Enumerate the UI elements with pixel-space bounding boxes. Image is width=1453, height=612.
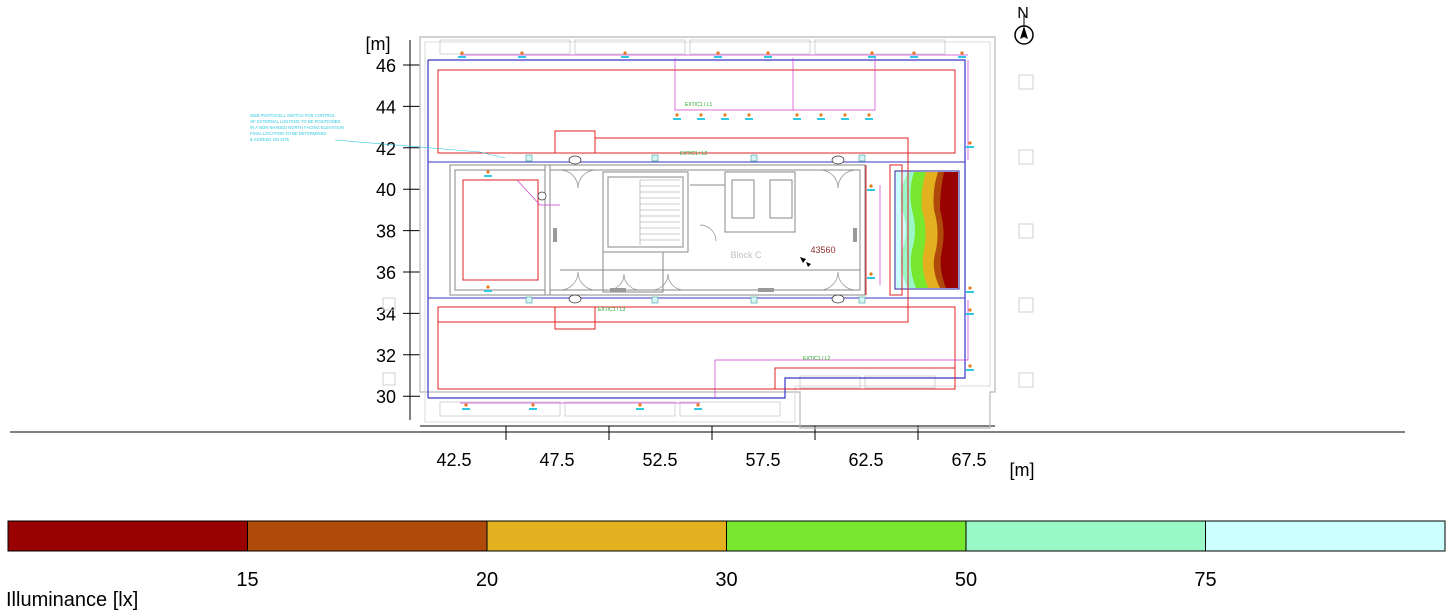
legend-title: Illuminance [lx] xyxy=(6,589,138,611)
y-tick-label: 42 xyxy=(376,139,396,159)
x-tick-label: 52.5 xyxy=(642,450,677,470)
luminaire-mark xyxy=(673,113,681,120)
wall-fitting-mark xyxy=(750,154,758,162)
y-tick-label: 32 xyxy=(376,346,396,366)
legend-break-label: 15 xyxy=(236,569,258,591)
luminaire-mark xyxy=(484,285,492,292)
y-axis: [m] 46 44 42 40 38 36 34 32 30 xyxy=(366,34,420,420)
legend-break-labels: 15 20 30 50 75 xyxy=(236,569,1216,591)
legend-break-label: 50 xyxy=(955,569,977,591)
legend-swatch xyxy=(486,520,727,552)
luminaire-mark xyxy=(966,308,974,315)
luminaire-mark xyxy=(764,51,772,58)
circuit-label: EXT/C1 / L2 xyxy=(803,356,830,362)
luminaire-mark xyxy=(958,51,966,58)
legend-swatch xyxy=(247,520,488,552)
svg-text:& AGREED ON SITE: & AGREED ON SITE xyxy=(250,137,290,142)
wall-fitting-mark xyxy=(750,296,758,304)
legend-swatch xyxy=(965,520,1206,552)
circuit-label: EXT/C1 / L2 xyxy=(680,151,707,157)
luminaire-mark xyxy=(694,403,702,410)
luminaire-mark xyxy=(966,141,974,148)
luminaire-mark xyxy=(867,184,875,191)
luminaire-marks xyxy=(458,51,974,410)
circuit-label: EXT/C1 / L1 xyxy=(685,102,712,108)
x-axis: 42.5 47.5 52.5 57.5 62.5 67.5 [m] xyxy=(10,425,1405,480)
y-axis-unit: [m] xyxy=(366,34,391,54)
svg-text:IN A NON-SHADED NORTH FACING E: IN A NON-SHADED NORTH FACING ELEVATION xyxy=(250,125,344,130)
illuminance-contour xyxy=(894,170,960,290)
luminaire-mark xyxy=(518,51,526,58)
legend-swatch xyxy=(1205,520,1446,552)
luminaire-mark xyxy=(867,272,875,279)
y-tick-label: 44 xyxy=(376,97,396,117)
legend-break-label: 30 xyxy=(715,569,737,591)
luminaire-mark xyxy=(745,113,753,120)
luminaire-mark xyxy=(817,113,825,120)
luminaire-mark xyxy=(966,286,974,293)
x-tick-label: 57.5 xyxy=(745,450,780,470)
circuit-label: EXT/C1 / L3 xyxy=(598,307,625,313)
illuminance-legend: 15 20 30 50 75 Illuminance [lx] xyxy=(6,520,1446,611)
x-tick-label: 42.5 xyxy=(436,450,471,470)
luminaire-mark xyxy=(966,364,974,371)
luminaire-mark xyxy=(636,403,644,410)
wall-fitting-mark xyxy=(858,296,866,304)
site-marker-icon xyxy=(800,257,811,267)
luminaire-mark xyxy=(865,113,873,120)
y-tick-label: 36 xyxy=(376,263,396,283)
luminaire-mark xyxy=(910,51,918,58)
x-ticks: 42.5 47.5 52.5 57.5 62.5 67.5 xyxy=(436,426,987,470)
luminaire-mark xyxy=(868,51,876,58)
luminaire-mark xyxy=(458,51,466,58)
luminaire-mark xyxy=(793,113,801,120)
compass-label: N xyxy=(1017,5,1029,22)
y-ticks: 46 44 42 40 38 36 34 32 30 xyxy=(376,56,420,407)
luminaire-mark xyxy=(621,51,629,58)
y-tick-label: 40 xyxy=(376,180,396,200)
x-axis-unit: [m] xyxy=(1010,460,1035,480)
wall-fitting-mark xyxy=(651,154,659,162)
wall-fitting-mark xyxy=(651,296,659,304)
luminaire-mark xyxy=(484,170,492,177)
luminaire-mark xyxy=(462,403,470,410)
wall-fitting-mark xyxy=(525,154,533,162)
wall-fitting-mark xyxy=(525,296,533,304)
luminaire-mark xyxy=(529,403,537,410)
luminaire-mark xyxy=(841,113,849,120)
legend-swatch xyxy=(726,520,967,552)
legend-swatches xyxy=(7,520,1446,552)
north-compass-icon: N xyxy=(1014,5,1034,45)
luminaire-mark xyxy=(721,113,729,120)
wall-fitting-mark xyxy=(858,154,866,162)
legend-swatch xyxy=(7,520,248,552)
site-marker-label: 43560 xyxy=(810,245,835,255)
luminaire-mark xyxy=(697,113,705,120)
y-tick-label: 46 xyxy=(376,56,396,76)
y-tick-label: 38 xyxy=(376,222,396,242)
x-tick-label: 62.5 xyxy=(848,450,883,470)
annotation-note: WEB PHOTOCELL SWITCH FOR CONTROL OF EXTE… xyxy=(250,113,344,142)
y-tick-label: 30 xyxy=(376,387,396,407)
x-tick-label: 47.5 xyxy=(539,450,574,470)
floor-plan: EXT/C1 / L1 EXT/C1 / L2 EXT/C1 / L3 EXT/… xyxy=(250,36,1034,429)
svg-text:OF EXTERNAL LIGHTING TO BE POS: OF EXTERNAL LIGHTING TO BE POSITIONED xyxy=(250,119,340,124)
y-tick-label: 34 xyxy=(376,304,396,324)
svg-text:WEB PHOTOCELL SWITCH FOR CONTR: WEB PHOTOCELL SWITCH FOR CONTROL xyxy=(250,113,336,118)
legend-break-label: 20 xyxy=(476,569,498,591)
block-name: Block C xyxy=(730,250,762,260)
x-tick-label: 67.5 xyxy=(951,450,986,470)
svg-text:FINAL LOCATION TO BE DETERMINE: FINAL LOCATION TO BE DETERMINED xyxy=(250,131,326,136)
luminaire-mark xyxy=(714,51,722,58)
legend-break-label: 75 xyxy=(1194,569,1216,591)
